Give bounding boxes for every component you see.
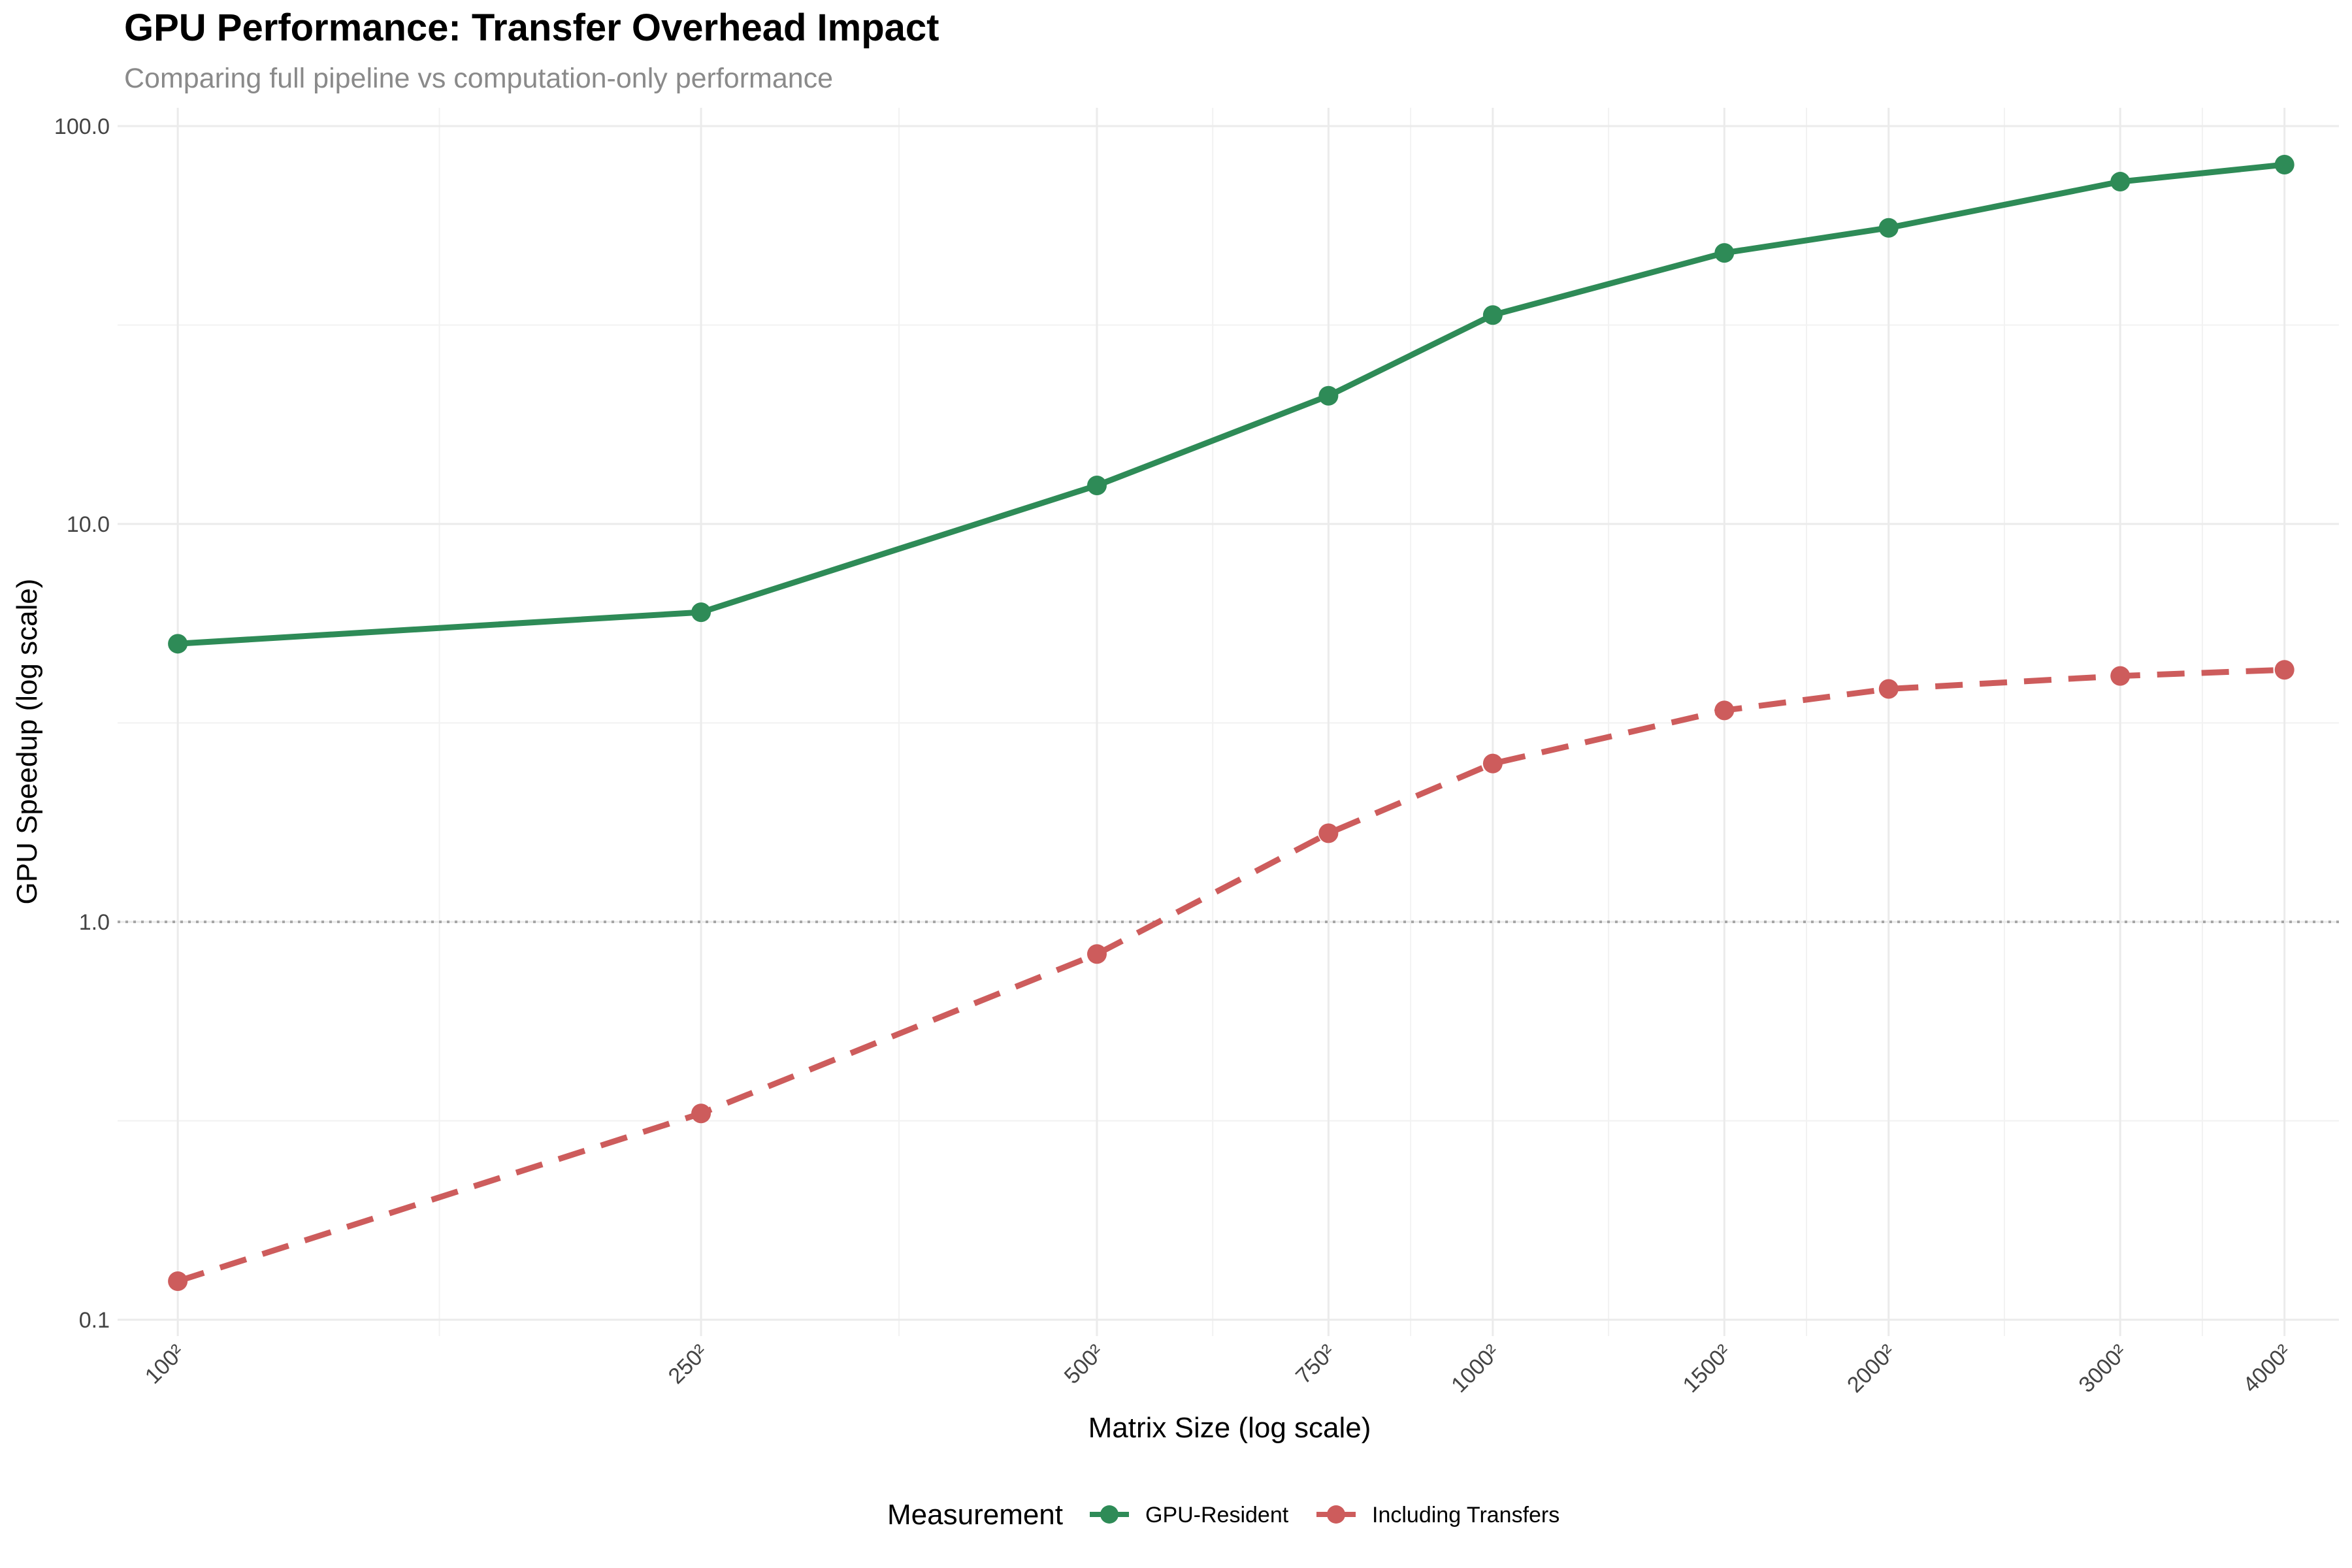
- data-point-including-transfers: [1482, 753, 1503, 774]
- x-tick-label: 750²: [1291, 1340, 1340, 1389]
- data-point-gpu-resident: [168, 634, 188, 654]
- y-axis-title: GPU Speedup (log scale): [11, 579, 43, 905]
- data-point-including-transfers: [2274, 660, 2295, 680]
- grid: [118, 108, 2339, 1336]
- x-tick-label: 4000²: [2238, 1340, 2296, 1397]
- chart-title: GPU Performance: Transfer Overhead Impac…: [124, 7, 939, 49]
- data-point-gpu-resident: [1878, 218, 1899, 238]
- legend-item-gpu-resident: GPU-Resident: [1090, 1503, 1289, 1527]
- legend-label-including-transfers: Including Transfers: [1372, 1503, 1560, 1527]
- data-point-including-transfers: [1714, 700, 1735, 721]
- x-tick-label: 3000²: [2074, 1340, 2132, 1397]
- data-point-including-transfers: [1318, 823, 1339, 843]
- data-point-gpu-resident: [691, 602, 711, 623]
- data-point-gpu-resident: [2274, 155, 2295, 175]
- series-line-including-transfers: [176, 666, 2285, 1284]
- y-axis-ticks: 0.1 1.0 10.0 100.0: [54, 114, 110, 1333]
- data-point-including-transfers: [2110, 666, 2131, 686]
- legend: Measurement GPU-Resident Including Trans…: [887, 1499, 1560, 1531]
- data-point-gpu-resident: [1714, 243, 1735, 263]
- x-axis-ticks: 100² 250² 500² 750² 1000² 1500² 2000² 3000² 4000…: [140, 1340, 2296, 1397]
- data-point-including-transfers: [168, 1271, 188, 1291]
- x-tick-label: 1500²: [1678, 1340, 1736, 1397]
- series-including-transfers: [168, 660, 2295, 1291]
- series-gpu-resident: [168, 155, 2295, 654]
- x-tick-label: 250²: [664, 1340, 713, 1389]
- series-layer: [168, 155, 2295, 1291]
- y-tick-label: 10.0: [67, 512, 110, 537]
- y-tick-label: 1.0: [79, 910, 110, 935]
- legend-title: Measurement: [887, 1499, 1063, 1531]
- y-tick-label: 100.0: [54, 114, 110, 139]
- data-point-including-transfers: [691, 1103, 711, 1124]
- legend-key-point-including-transfers: [1327, 1505, 1345, 1524]
- x-tick-label: 100²: [140, 1340, 189, 1389]
- x-axis-title: Matrix Size (log scale): [1088, 1412, 1371, 1444]
- legend-label-gpu-resident: GPU-Resident: [1145, 1503, 1289, 1527]
- x-tick-label: 2000²: [1842, 1340, 1900, 1397]
- data-point-gpu-resident: [2110, 172, 2131, 192]
- legend-key-point-gpu-resident: [1100, 1505, 1119, 1524]
- x-tick-label: 1000²: [1446, 1340, 1504, 1397]
- data-point-gpu-resident: [1482, 305, 1503, 325]
- chart-subtitle: Comparing full pipeline vs computation-o…: [124, 63, 833, 94]
- data-point-gpu-resident: [1318, 385, 1339, 406]
- data-point-gpu-resident: [1086, 475, 1107, 495]
- series-line-gpu-resident: [177, 161, 2285, 647]
- data-point-including-transfers: [1086, 944, 1107, 964]
- x-tick-label: 500²: [1060, 1340, 1109, 1389]
- y-tick-label: 0.1: [79, 1308, 110, 1333]
- data-point-including-transfers: [1878, 679, 1899, 699]
- legend-item-including-transfers: Including Transfers: [1316, 1503, 1560, 1527]
